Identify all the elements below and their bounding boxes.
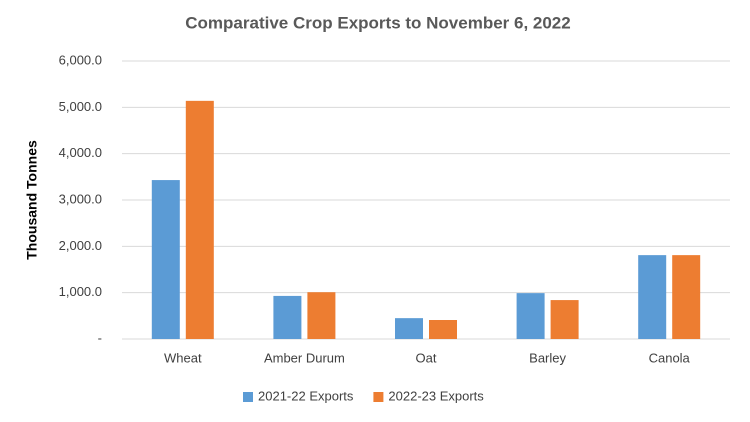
bar: [307, 292, 336, 339]
x-tick-label: Canola: [649, 350, 691, 365]
x-tick-label: Amber Durum: [264, 350, 345, 365]
y-tick-label: 2,000.0: [59, 238, 102, 253]
legend-swatch: [373, 392, 384, 402]
bar: [550, 300, 579, 339]
y-tick-label: 6,000.0: [59, 52, 102, 67]
chart-title: Comparative Crop Exports to November 6, …: [185, 13, 570, 32]
bar: [429, 320, 457, 339]
legend-swatch: [243, 392, 253, 402]
bar: [516, 293, 545, 339]
y-tick-label: 1,000.0: [59, 284, 102, 299]
bar: [151, 180, 180, 339]
y-tick-label: 3,000.0: [59, 191, 102, 206]
y-tick-label: 5,000.0: [59, 99, 102, 114]
y-tick-label: 4,000.0: [59, 145, 102, 160]
x-tick-label: Oat: [416, 350, 437, 365]
bar: [395, 318, 423, 339]
bar: [638, 255, 667, 339]
y-axis-label: Thousand Tonnes: [24, 140, 40, 260]
x-tick-label: Barley: [529, 350, 566, 365]
legend-label: 2021-22 Exports: [258, 388, 354, 403]
bar: [672, 255, 701, 339]
x-tick-label: Wheat: [164, 350, 202, 365]
bar: [273, 295, 302, 339]
bar: [185, 100, 214, 339]
legend-label: 2022-23 Exports: [388, 388, 484, 403]
y-tick-label: -: [98, 330, 102, 345]
